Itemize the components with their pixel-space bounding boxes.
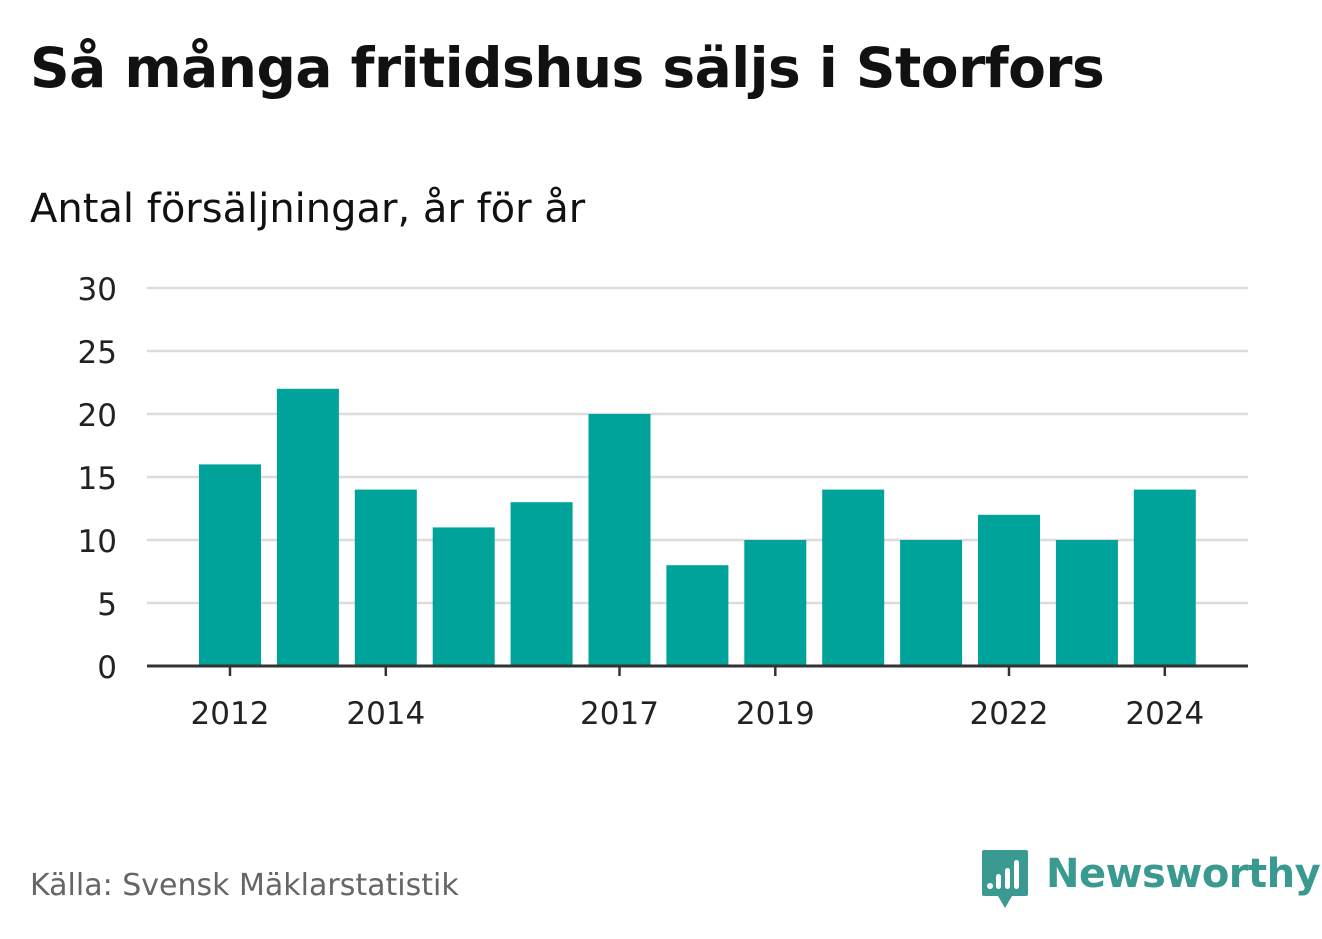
chart-title: Så många fritidshus säljs i Storfors [30, 36, 1105, 100]
brand-mark: Newsworthy [980, 848, 1321, 912]
bar-2020 [822, 489, 885, 666]
bar-2015 [432, 527, 495, 666]
x-axis [147, 664, 1248, 676]
bar-2014 [354, 489, 417, 666]
y-tick-label: 10 [78, 524, 117, 560]
bars [199, 388, 1196, 666]
y-tick-label: 30 [78, 272, 117, 308]
y-tick-label: 15 [78, 461, 117, 497]
bar-2017 [588, 414, 651, 666]
bar-2018 [666, 565, 729, 666]
bar-2024 [1133, 489, 1196, 666]
y-tick-label: 25 [78, 335, 117, 371]
bar-2023 [1055, 540, 1118, 666]
bar-2012 [199, 464, 261, 666]
brand-name: Newsworthy [1046, 851, 1321, 897]
x-tick-label: 2017 [580, 696, 659, 732]
x-tick-label: 2022 [970, 696, 1049, 732]
bar-2013 [276, 388, 339, 666]
bar-2016 [510, 502, 573, 666]
bar-2022 [978, 514, 1040, 666]
tick-labels: 0 5 10 15 20 25 30 2012 2014 2017 2019 2022 2024 [78, 272, 1205, 732]
bar-2021 [900, 540, 963, 666]
source-note: Källa: Svensk Mäklarstatistik [30, 868, 459, 903]
newsworthy-logo-icon [982, 850, 1028, 908]
y-tick-label: 5 [97, 587, 117, 623]
y-tick-label: 0 [97, 650, 117, 686]
x-tick-label: 2024 [1125, 696, 1204, 732]
y-tick-label: 20 [78, 398, 117, 434]
x-tick-label: 2012 [191, 696, 270, 732]
chart-subtitle: Antal försäljningar, år för år [30, 186, 586, 232]
x-tick-label: 2019 [736, 696, 815, 732]
bar-2019 [744, 540, 807, 666]
x-tick-label: 2014 [346, 696, 425, 732]
